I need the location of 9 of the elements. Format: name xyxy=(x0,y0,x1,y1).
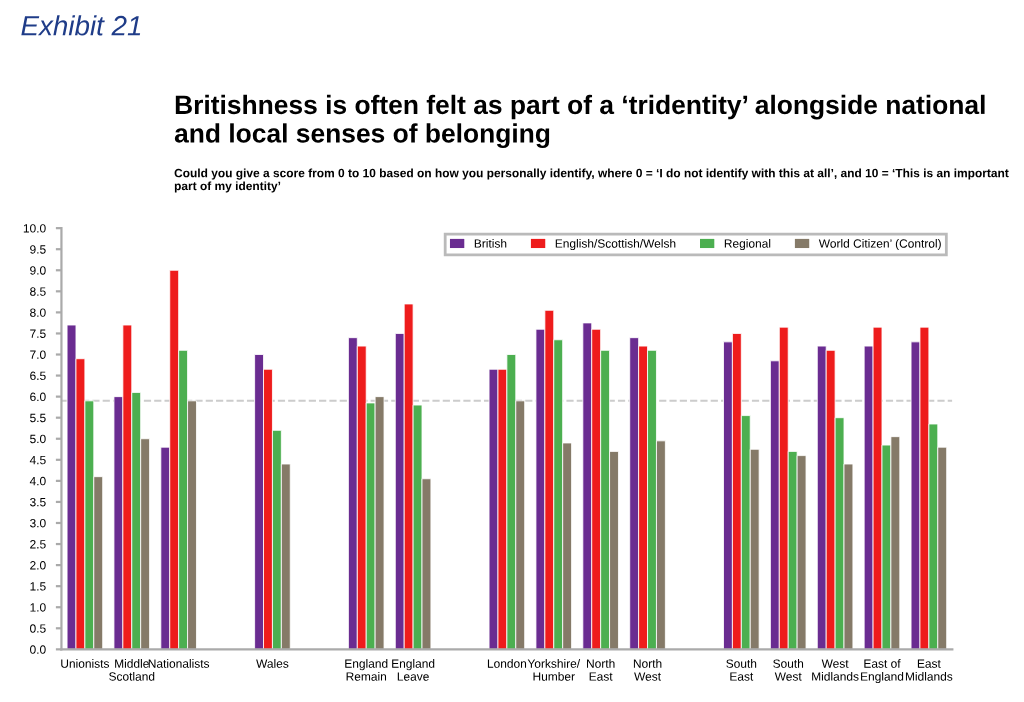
bar xyxy=(374,396,385,650)
chart-title: Britishness is often felt as part of a ‘tridentity’ alongside national and local senses of belonging xyxy=(174,94,985,149)
bar xyxy=(356,345,367,650)
bar xyxy=(872,326,883,650)
text: Exhibit 21 xyxy=(21,15,141,36)
bar xyxy=(796,455,807,650)
bar xyxy=(582,322,593,650)
bar xyxy=(629,337,640,650)
bar xyxy=(488,368,499,650)
